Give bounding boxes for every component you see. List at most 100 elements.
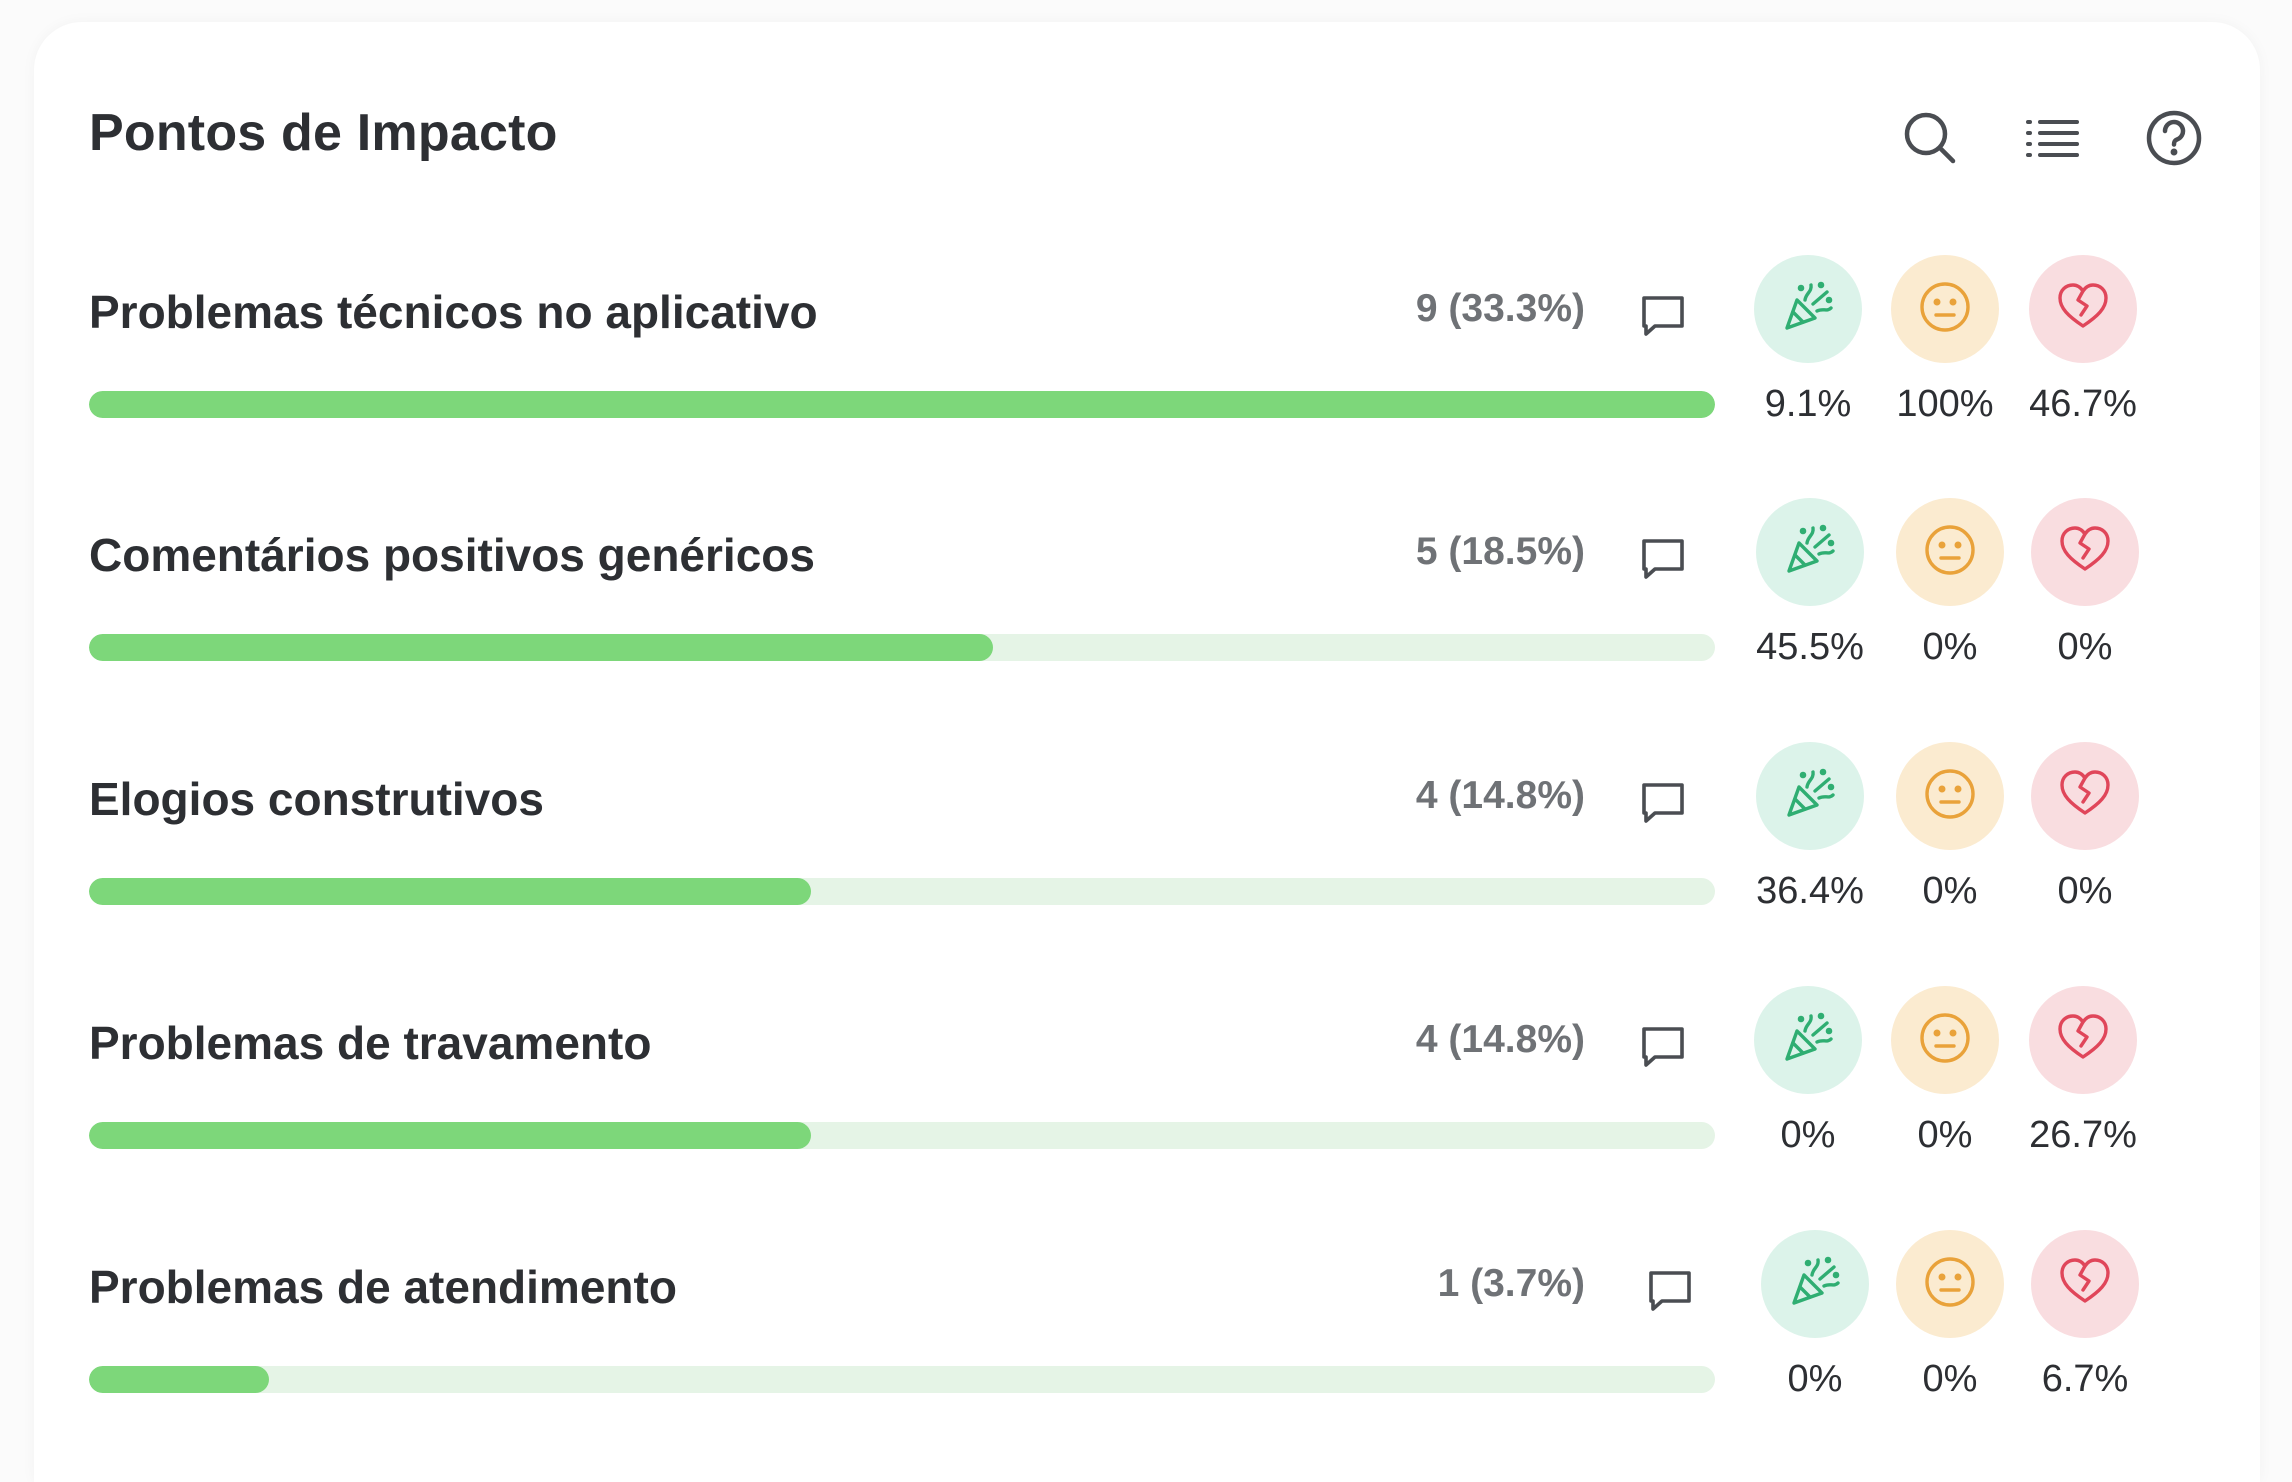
comment-icon — [1638, 296, 1688, 345]
comment-icon — [1638, 783, 1688, 832]
positive-percent: 36.4% — [1756, 870, 1864, 912]
impact-bar-track — [89, 1366, 1715, 1393]
impact-item-label: Problemas de atendimento — [89, 1261, 677, 1313]
impact-bar-fill — [89, 634, 994, 661]
comment-icon — [1638, 1027, 1688, 1076]
negative-sentiment-badge — [2029, 986, 2137, 1094]
negative-sentiment-badge — [2031, 742, 2139, 850]
impact-bar-fill — [89, 391, 1715, 418]
broken-heart-icon — [2056, 1253, 2114, 1316]
neutral-sentiment-badge — [1896, 1230, 2004, 1338]
impact-bar-fill — [89, 1122, 811, 1149]
negative-sentiment-badge — [2029, 255, 2137, 363]
negative-sentiment: 6.7% — [2015, 1230, 2155, 1430]
neutral-sentiment-badge — [1896, 498, 2004, 606]
negative-sentiment: 0% — [2015, 742, 2155, 942]
positive-sentiment-badge — [1761, 1230, 1869, 1338]
negative-percent: 0% — [2057, 870, 2113, 912]
neutral-face-icon — [1916, 1009, 1974, 1072]
neutral-sentiment: 0% — [1880, 1230, 2020, 1430]
broken-heart-icon — [2056, 521, 2114, 584]
neutral-face-icon — [1921, 521, 1979, 584]
comments-button[interactable] — [1638, 1022, 1690, 1074]
impact-item[interactable]: Problemas de travamento 4 (14.8%) — [0, 986, 2292, 1186]
positive-percent: 0% — [1787, 1358, 1843, 1400]
comments-button[interactable] — [1645, 1266, 1697, 1318]
impact-item-label: Elogios construtivos — [89, 773, 544, 825]
impact-item[interactable]: Problemas de atendimento 1 (3.7%) — [0, 1230, 2292, 1430]
negative-sentiment-badge — [2031, 1230, 2139, 1338]
neutral-percent: 0% — [1922, 626, 1978, 668]
negative-sentiment: 0% — [2015, 498, 2155, 698]
page-title: Pontos de Impacto — [89, 104, 558, 162]
party-popper-icon — [1781, 765, 1839, 828]
negative-percent: 26.7% — [2029, 1114, 2137, 1156]
positive-sentiment: 0% — [1745, 1230, 1885, 1430]
impact-bar-fill — [89, 1366, 270, 1393]
neutral-sentiment: 0% — [1880, 742, 2020, 942]
positive-sentiment-badge — [1756, 742, 1864, 850]
positive-sentiment-badge — [1754, 986, 1862, 1094]
broken-heart-icon — [2054, 278, 2112, 341]
neutral-percent: 0% — [1917, 1114, 1973, 1156]
neutral-face-icon — [1921, 765, 1979, 828]
positive-sentiment: 45.5% — [1740, 498, 1880, 698]
broken-heart-icon — [2054, 1009, 2112, 1072]
impact-item-label: Comentários positivos genéricos — [89, 529, 815, 581]
list-view-button[interactable] — [2020, 108, 2084, 172]
neutral-sentiment-badge — [1891, 255, 1999, 363]
search-icon — [1900, 108, 1960, 173]
neutral-sentiment: 100% — [1875, 255, 2015, 455]
impact-item-count: 9 (33.3%) — [1415, 287, 1585, 330]
neutral-percent: 0% — [1922, 1358, 1978, 1400]
impact-item-count: 4 (14.8%) — [1415, 1018, 1585, 1061]
positive-sentiment: 36.4% — [1740, 742, 1880, 942]
neutral-face-icon — [1916, 278, 1974, 341]
neutral-sentiment: 0% — [1875, 986, 2015, 1186]
help-button[interactable] — [2142, 108, 2206, 172]
help-circle-icon — [2144, 108, 2204, 173]
impact-item[interactable]: Problemas técnicos no aplicativo 9 (33.3… — [0, 255, 2292, 455]
positive-percent: 45.5% — [1756, 626, 1864, 668]
impact-bar-track — [89, 878, 1715, 905]
positive-percent: 9.1% — [1764, 383, 1852, 425]
positive-percent: 0% — [1780, 1114, 1836, 1156]
neutral-sentiment-badge — [1891, 986, 1999, 1094]
impact-item[interactable]: Elogios construtivos 4 (14.8%) — [0, 742, 2292, 942]
comments-button[interactable] — [1638, 778, 1690, 830]
comments-button[interactable] — [1638, 534, 1690, 586]
impact-bar-track — [89, 391, 1715, 418]
impact-item-count: 5 (18.5%) — [1415, 530, 1585, 573]
party-popper-icon — [1779, 278, 1837, 341]
comment-icon — [1645, 1271, 1695, 1320]
impact-item[interactable]: Comentários positivos genéricos 5 (18.5%… — [0, 498, 2292, 698]
positive-sentiment-badge — [1756, 498, 1864, 606]
neutral-percent: 100% — [1896, 383, 1994, 425]
negative-sentiment: 26.7% — [2013, 986, 2153, 1186]
impact-bar-track — [89, 1122, 1715, 1149]
negative-percent: 46.7% — [2029, 383, 2137, 425]
impact-item-count: 1 (3.7%) — [1437, 1262, 1585, 1305]
neutral-percent: 0% — [1922, 870, 1978, 912]
positive-sentiment-badge — [1754, 255, 1862, 363]
impact-item-label: Problemas de travamento — [89, 1017, 652, 1069]
neutral-face-icon — [1921, 1253, 1979, 1316]
negative-percent: 6.7% — [2041, 1358, 2129, 1400]
neutral-sentiment-badge — [1896, 742, 2004, 850]
impact-points-card — [34, 22, 2260, 1482]
list-icon — [2022, 108, 2082, 173]
comments-button[interactable] — [1638, 291, 1690, 343]
impact-bar-fill — [89, 878, 811, 905]
impact-bar-track — [89, 634, 1715, 661]
search-button[interactable] — [1898, 108, 1962, 172]
impact-item-label: Problemas técnicos no aplicativo — [89, 286, 818, 338]
negative-percent: 0% — [2057, 626, 2113, 668]
impact-item-count: 4 (14.8%) — [1415, 774, 1585, 817]
neutral-sentiment: 0% — [1880, 498, 2020, 698]
party-popper-icon — [1786, 1253, 1844, 1316]
negative-sentiment: 46.7% — [2013, 255, 2153, 455]
party-popper-icon — [1781, 521, 1839, 584]
positive-sentiment: 9.1% — [1738, 255, 1878, 455]
comment-icon — [1638, 539, 1688, 588]
positive-sentiment: 0% — [1738, 986, 1878, 1186]
